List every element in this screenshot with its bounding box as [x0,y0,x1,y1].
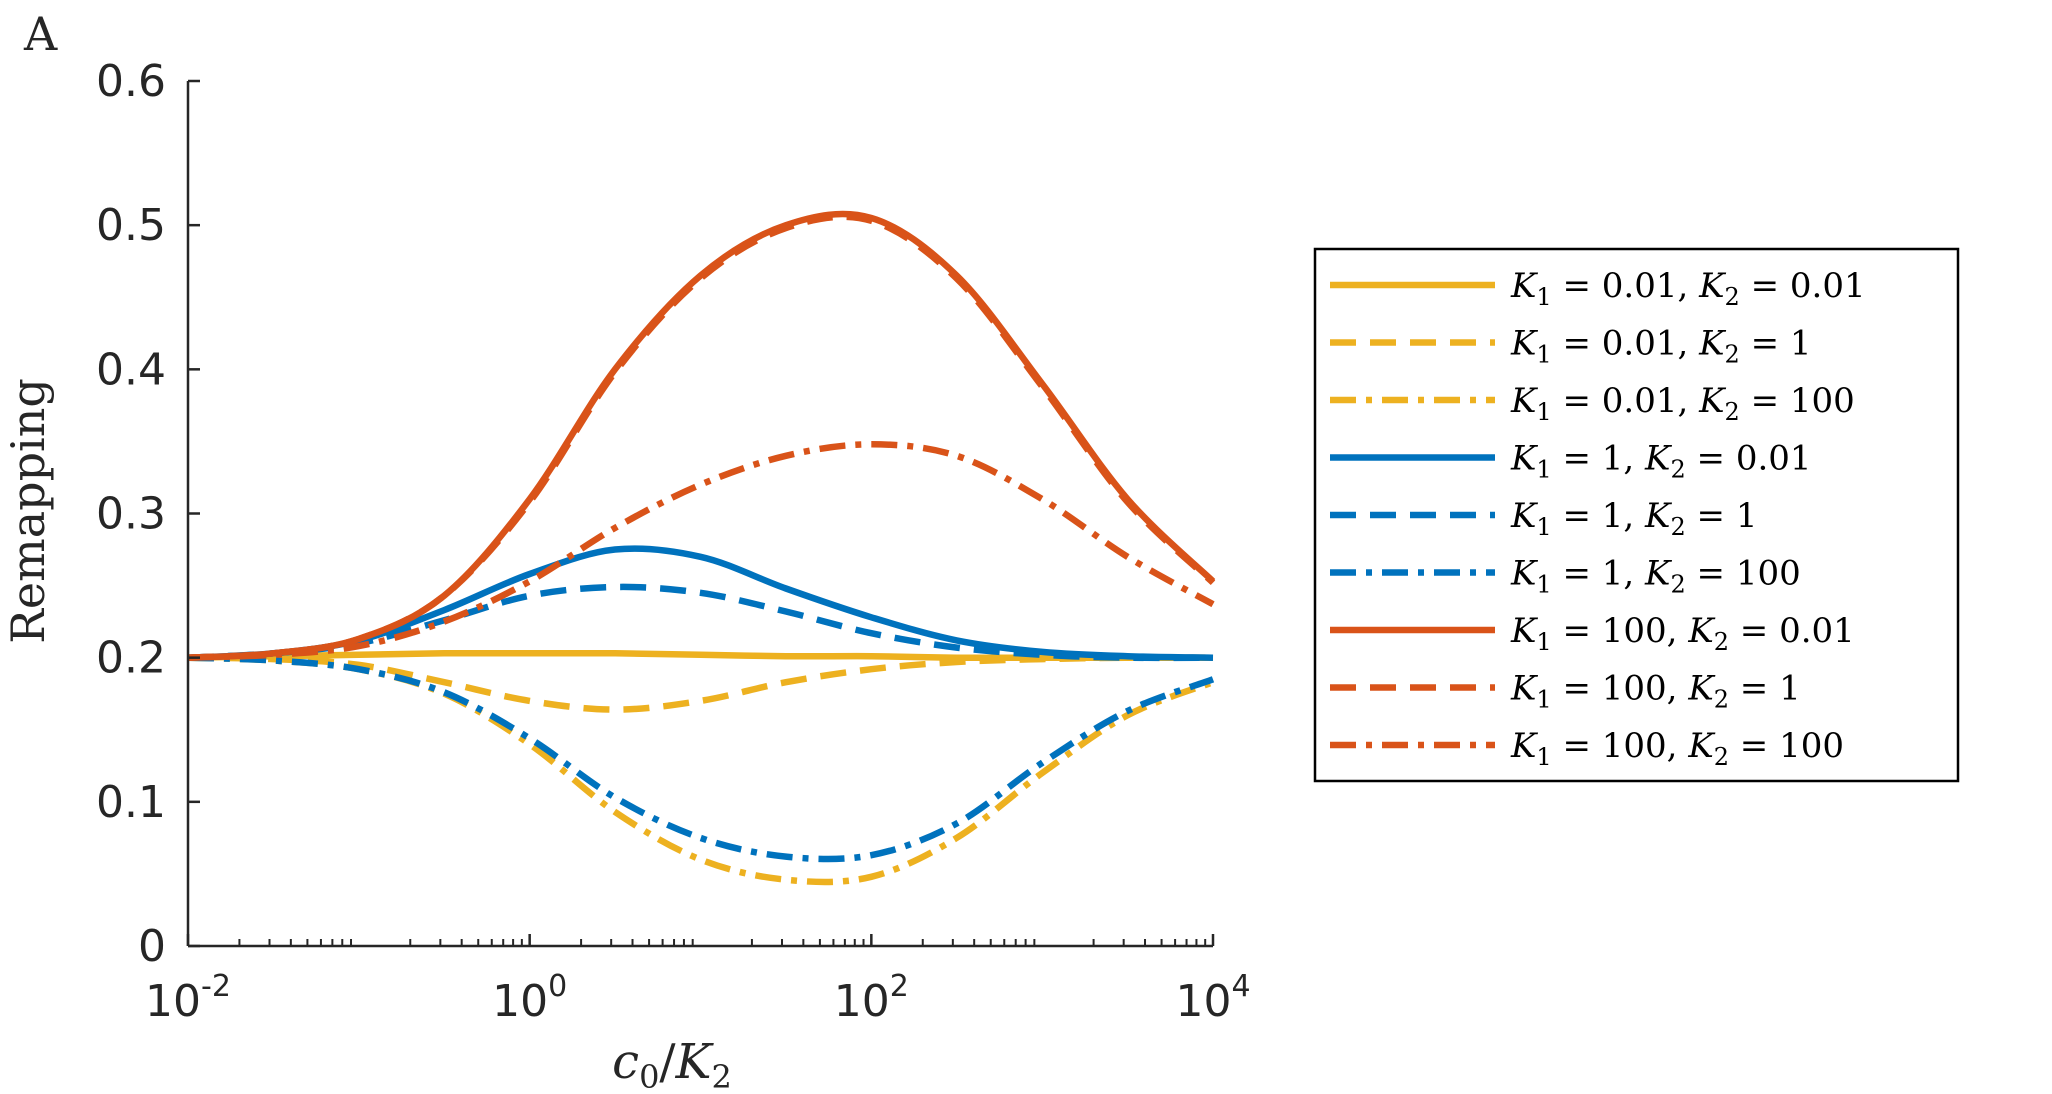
legend-entry-label: K1 = 100, K2 = 0.01 [1510,611,1855,656]
legend-entry-label: K1 = 100, K2 = 100 [1510,726,1844,771]
legend-entry-label: K1 = 1, K2 = 1 [1510,496,1757,541]
series-line-9 [187,441,1215,661]
legend-entry-label: K1 = 1, K2 = 0.01 [1510,439,1812,484]
y-tick-label: 0.1 [96,777,166,828]
x-tick-label: 102 [834,969,909,1027]
series-line-3 [187,654,1215,886]
x-axis-label: c0/K2 [612,1034,732,1094]
y-tick-label: 0.5 [96,200,166,251]
y-tick-label: 0 [138,921,166,972]
y-tick-label: 0.2 [96,633,166,684]
series-layer [187,210,1216,886]
legend-entry-label: K1 = 0.01, K2 = 100 [1510,381,1855,426]
y-tick-label: 0.3 [96,489,166,540]
x-tick-label: 10-2 [145,969,231,1027]
series-line-8 [187,213,1216,661]
axes-layer: 0 0.1 0.2 0.3 0.4 0.5 0.6 10-2 100 102 104 [96,56,1251,1027]
x-tick-label: 100 [492,969,567,1027]
legend-entry-label: K1 = 100, K2 = 1 [1510,669,1801,714]
legend-entry-label: K1 = 0.01, K2 = 0.01 [1510,266,1866,311]
legend-entry-label: K1 = 0.01, K2 = 1 [1510,324,1812,369]
y-axis-label: Remapping [1,378,55,644]
series-line-2 [187,654,1214,713]
series-line-6 [187,654,1215,863]
x-tick-label: 104 [1175,969,1250,1027]
legend-entry-label: K1 = 1, K2 = 100 [1510,554,1801,599]
y-tick-label: 0.4 [96,344,166,395]
panel-label: A [23,7,58,61]
legend: K1 = 0.01, K2 = 0.01 K1 = 0.01, K2 = 1 K1 … [1313,247,1960,783]
y-tick-label: 0.6 [96,56,166,107]
